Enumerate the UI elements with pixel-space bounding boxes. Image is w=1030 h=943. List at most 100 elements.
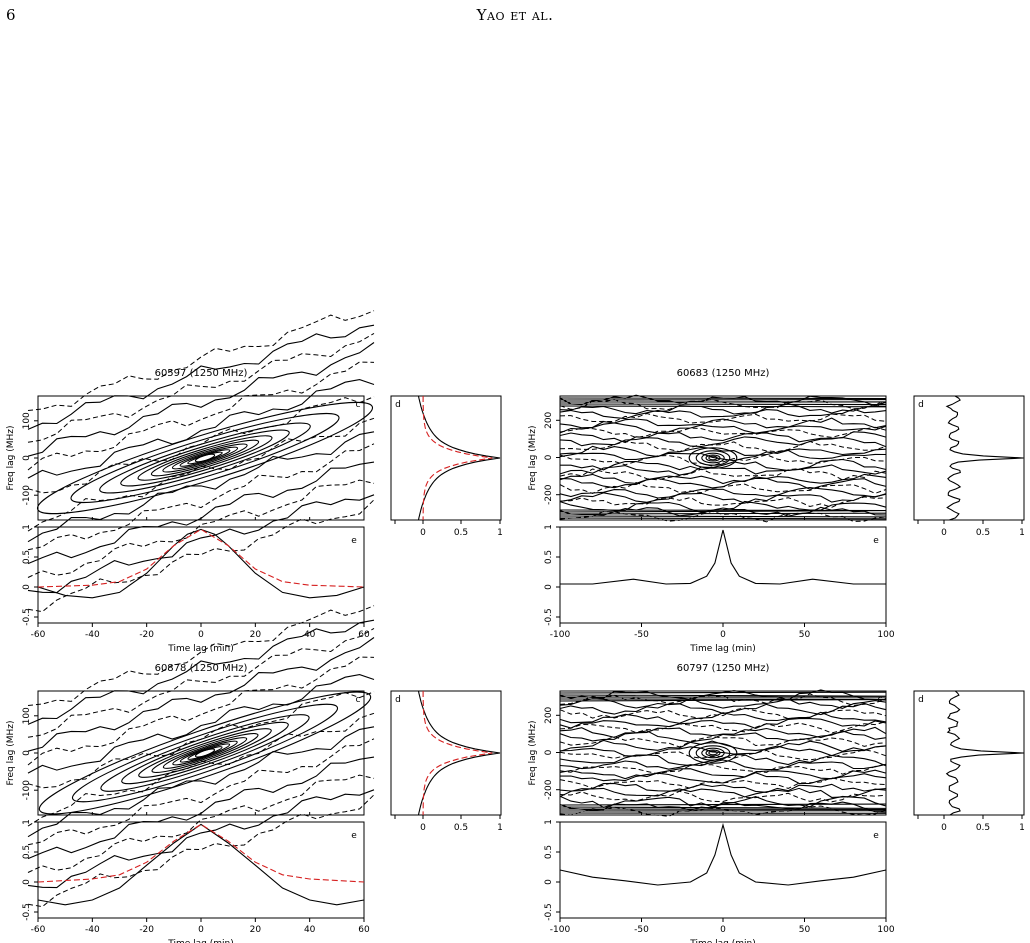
panel-4-bottom-frame [559,821,887,919]
panel-1-bottom-curve [37,528,365,599]
panel-2-side-frame [913,395,1025,521]
panel-3-side-letter: d [395,695,401,705]
panel-4-contour-core [705,749,721,757]
panel-2-contour-core [708,455,718,461]
panel-4-contour-line [559,697,887,709]
panel-4-contour-core [695,745,731,761]
panel-3-contour-band [27,619,375,725]
panel-4-contour-core [701,747,725,759]
panel-1-bottom-ytick-label: 0 [22,584,32,590]
panel-4-contour-line [559,735,887,748]
panel-3-contour-band [27,712,375,827]
panel-1-bottom-xtick-label: -40 [85,630,100,640]
panel-3-bottom-frame [37,821,365,919]
panel-1-bottom-letter: e [351,536,357,546]
panel-3-contour-band [27,726,375,838]
panel-1-top-ytick-label: -100 [22,485,32,506]
panel-2-bottom-xtick-label: 100 [877,630,894,640]
panel-1-side-fit [422,396,493,520]
panel-4-title: 60797 (1250 MHz) [677,663,770,674]
panel-3-bottom-ytick-label: 0.5 [22,845,32,859]
panel-2-contour-edge [559,515,887,518]
panel-4-bottom-letter: e [873,831,879,841]
panel-3-side-frame [390,690,502,816]
panel-2-contour-line [560,458,887,472]
panel-4-side-xtick-label: 0.5 [976,823,990,833]
panel-2-bottom-ytick-label: 0.5 [544,550,554,564]
panel-3-contour-ellipse [71,703,339,803]
panel-1-bottom-fit [37,528,365,588]
panel-4-bottom-ytick-label: 1 [544,819,554,825]
panel-3-contour-ellipse [162,737,248,769]
panel-1-contour-band [27,499,375,613]
panel-4-contour-line [559,763,887,775]
panel-1-contour-band [27,461,375,565]
panel-4-bottom-ytick-label: -0.5 [544,903,554,921]
panel-4-side-xtick-label: 0 [941,823,947,833]
panel-2-contour-line [559,486,887,499]
panel-2-contour-core [695,450,731,466]
panel-3-contour-ellipse [151,732,259,774]
panel-3-contour-band [27,637,375,752]
panel-4-contour-core [688,742,738,764]
panel-2-contour-edge [559,509,887,512]
panel-4-bottom-xtick-label: 50 [799,925,811,935]
panel-1-top-letter: c [356,400,361,410]
panel-1-contour-ellipse [137,435,273,481]
panel-3-contour-band [27,605,375,706]
panel-2-bottom-xtick-label: 0 [720,630,726,640]
panel-2-contour-core [688,447,738,469]
panel-3-bottom-xtick-label: -20 [139,925,154,935]
panel-1-contour-band [27,479,375,578]
running-head: Yao et al. [476,6,554,24]
panel-2-bottom-xtick-label: -100 [550,630,571,640]
panel-4-contour-line [559,777,887,789]
panel-2-contour-line [559,440,887,453]
panel-2-contour-line [559,473,887,485]
panel-1-contour-ellipse [70,412,340,504]
panel-2-side-xtick-label: 1 [1019,528,1025,538]
panel-3-contour-band [27,756,375,860]
panel-2-contour-line [559,431,887,444]
panel-1-top-ytick-label: 100 [22,412,32,429]
panel-2-contour-line [559,449,887,462]
panel-2-contour-edge [559,512,887,515]
panel-3-top-ylabel: Freq lag (MHz) [6,720,16,785]
panel-2-contour-edge [559,403,887,406]
panel-2-top-ylabel: Freq lag (MHz) [528,425,538,490]
panel-1-contour-ellipse [187,451,223,465]
panel-1-contour-band [27,431,375,543]
panel-2-contour-line [559,464,887,476]
panel-3-bottom-xtick-label: 40 [304,925,316,935]
panel-3-contour-band [27,674,375,774]
panel-3-title: 60878 (1250 MHz) [155,663,248,674]
panel-3-contour-frame [37,690,365,816]
panel-2-contour-core [705,454,721,462]
panel-4-bottom-xtick-label: -50 [634,925,649,935]
panel-2-top-ytick-label: -200 [544,484,554,505]
panel-1-contour-band [27,417,375,532]
panel-1-contour-band [27,342,375,457]
panel-3-side-profile [417,690,501,816]
panel-3-side-fit [422,691,493,815]
panel-4-top-ytick-label: 200 [544,706,554,723]
panel-4-top-ytick-label: -200 [544,779,554,800]
panel-4-side-profile [945,690,1024,816]
panel-4-side-frame [913,690,1025,816]
panel-2-contour-edge [559,397,887,400]
panel-3-side-xtick-label: 0 [420,823,426,833]
panel-1-contour-ellipse [120,429,290,487]
panel-3-contour-ellipse [38,691,372,815]
panel-2-contour-line [559,468,887,481]
panel-4-top-letter: c [878,695,883,705]
panel-1-bottom-xtick-label: 60 [358,630,370,640]
panel-3-side-xtick-label: 1 [497,823,503,833]
panel-1-contour-band [27,361,375,471]
panel-4-xlabel: Time lag (min) [689,939,755,943]
panel-2-contour-line [559,496,887,508]
panel-3-contour-ellipse [121,721,289,785]
panel-2-contour-line [559,408,887,420]
panel-3-contour-band [27,656,375,766]
panel-1-contour-band [27,494,375,594]
panel-2-side-profile [945,395,1024,521]
